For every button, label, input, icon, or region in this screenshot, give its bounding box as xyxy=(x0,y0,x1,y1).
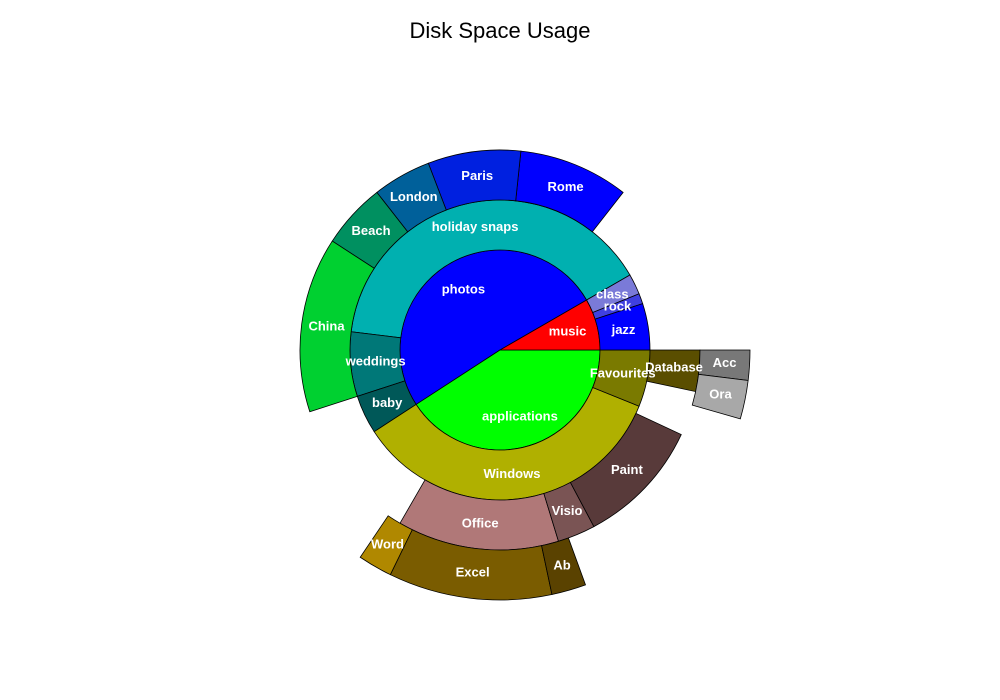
label-weddings: weddings xyxy=(345,353,406,368)
label-acc: Acc xyxy=(713,355,737,370)
label-access: Ab xyxy=(553,558,570,573)
label-paris: Paris xyxy=(461,168,493,183)
label-database: Database xyxy=(645,360,703,375)
label-windows: Windows xyxy=(484,466,541,481)
label-paint: Paint xyxy=(611,462,643,477)
label-jazz: jazz xyxy=(611,322,636,337)
label-oracle: Ora xyxy=(709,386,732,401)
label-beach: Beach xyxy=(351,223,390,238)
chart-title: Disk Space Usage xyxy=(410,18,591,43)
label-london: London xyxy=(390,189,438,204)
label-office: Office xyxy=(462,515,499,530)
label-rome: Rome xyxy=(548,179,584,194)
label-rock: rock xyxy=(604,299,632,314)
label-visio: Visio xyxy=(552,503,583,518)
label-holiday-snaps: holiday snaps xyxy=(432,219,519,234)
label-word: Word xyxy=(371,536,404,551)
label-photos: photos xyxy=(442,282,485,297)
chart-segments xyxy=(300,150,750,600)
label-baby: baby xyxy=(372,395,403,410)
label-china: China xyxy=(308,319,345,334)
label-excel: Excel xyxy=(456,565,490,580)
label-applications: applications xyxy=(482,409,558,424)
label-music: music xyxy=(549,323,587,338)
